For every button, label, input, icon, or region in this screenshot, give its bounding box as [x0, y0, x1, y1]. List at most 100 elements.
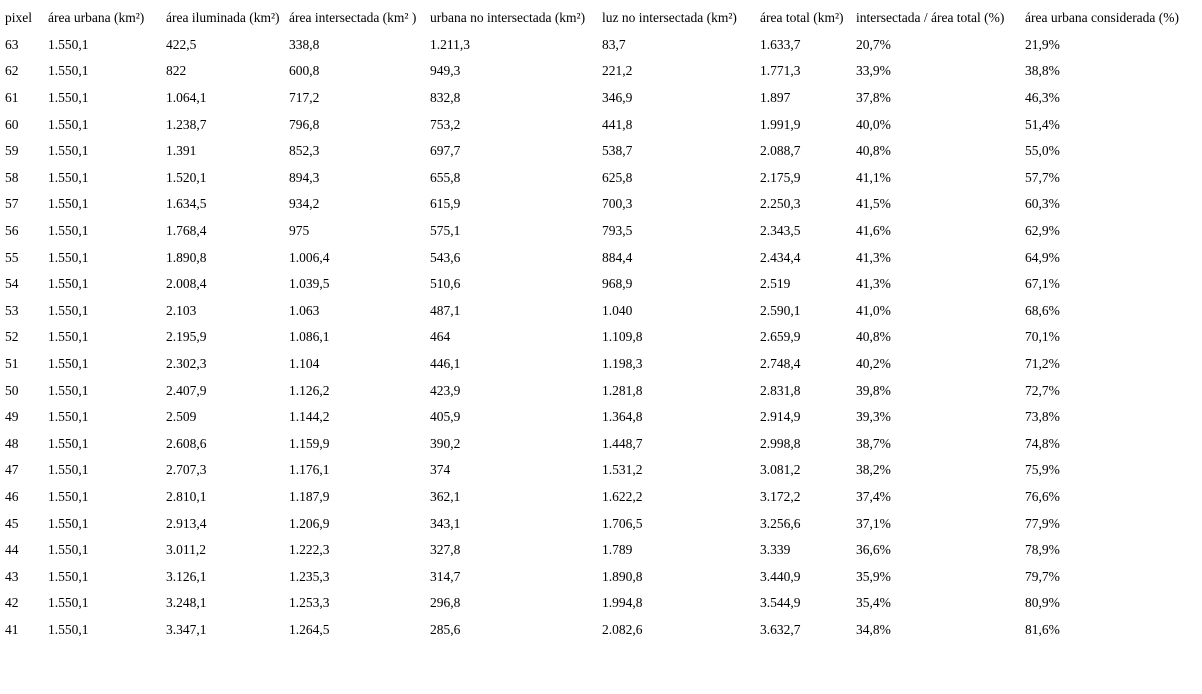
- table-cell: 1.550,1: [48, 382, 89, 398]
- table-cell: 3.339: [760, 542, 791, 558]
- table-cell: 296,8: [430, 595, 461, 611]
- table-cell: 81,6%: [1025, 621, 1060, 637]
- table-cell: 2.302,3: [166, 356, 207, 372]
- table-cell: 41,3%: [856, 249, 891, 265]
- table-cell: 2.590,1: [760, 302, 801, 318]
- table-cell: 36,6%: [856, 542, 891, 558]
- table-cell: 1.550,1: [48, 249, 89, 265]
- table-cell: 2.088,7: [760, 143, 801, 159]
- table-cell: 446,1: [430, 356, 461, 372]
- table-cell: 40,8%: [856, 329, 891, 345]
- table-cell: 487,1: [430, 302, 461, 318]
- table-cell: 68,6%: [1025, 302, 1060, 318]
- table-cell: 968,9: [602, 276, 633, 292]
- table-row: 57 1.550,1 1.634,5 934,2 615,9 700,3 2.250,3 41…: [5, 191, 1202, 218]
- table-cell: 21,9%: [1025, 36, 1060, 52]
- table-cell: 390,2: [430, 435, 461, 451]
- table-cell: 1.550,1: [48, 196, 89, 212]
- table-cell: 55: [5, 249, 19, 265]
- table-cell: 1.550,1: [48, 356, 89, 372]
- table-row: 60 1.550,1 1.238,7 796,8 753,2 441,8 1.991,9 40…: [5, 111, 1202, 138]
- table-cell: 1.550,1: [48, 302, 89, 318]
- table-cell: 2.519: [760, 276, 791, 292]
- table-row: 50 1.550,1 2.407,9 1.126,2 423,9 1.281,8 2.831…: [5, 377, 1202, 404]
- column-header-luz-no-intersectada: luz no intersectada (km²): [602, 10, 737, 26]
- table-cell: 1.448,7: [602, 435, 643, 451]
- table-cell: 1.622,2: [602, 488, 643, 504]
- table-cell: 83,7: [602, 36, 626, 52]
- table-cell: 1.238,7: [166, 116, 207, 132]
- table-row: 43 1.550,1 3.126,1 1.235,3 314,7 1.890,8 3.440…: [5, 563, 1202, 590]
- table-cell: 1.550,1: [48, 36, 89, 52]
- table-cell: 1.550,1: [48, 488, 89, 504]
- table-cell: 41,5%: [856, 196, 891, 212]
- table-row: 61 1.550,1 1.064,1 717,2 832,8 346,9 1.897 37,8…: [5, 85, 1202, 112]
- table-cell: 76,6%: [1025, 488, 1060, 504]
- table-cell: 1.890,8: [602, 568, 643, 584]
- table-cell: 753,2: [430, 116, 461, 132]
- table-cell: 1.086,1: [289, 329, 330, 345]
- table-cell: 60: [5, 116, 19, 132]
- table-cell: 423,9: [430, 382, 461, 398]
- table-row: 63 1.550,1 422,5 338,8 1.211,3 83,7 1.633,7 20,…: [5, 32, 1202, 59]
- table-row: 45 1.550,1 2.913,4 1.206,9 343,1 1.706,5 3.256…: [5, 510, 1202, 537]
- table-cell: 61: [5, 90, 19, 106]
- table-cell: 934,2: [289, 196, 320, 212]
- table-cell: 1.771,3: [760, 63, 801, 79]
- table-cell: 314,7: [430, 568, 461, 584]
- table-row: 46 1.550,1 2.810,1 1.187,9 362,1 1.622,2 3.172…: [5, 484, 1202, 511]
- table-row: 54 1.550,1 2.008,4 1.039,5 510,6 968,9 2.519 41…: [5, 271, 1202, 298]
- table-cell: 34,8%: [856, 621, 891, 637]
- table-row: 55 1.550,1 1.890,8 1.006,4 543,6 884,4 2.434,4…: [5, 244, 1202, 271]
- table-cell: 58: [5, 169, 19, 185]
- table-cell: 1.039,5: [289, 276, 330, 292]
- table-cell: 2.509: [166, 409, 197, 425]
- table-cell: 615,9: [430, 196, 461, 212]
- table-cell: 3.632,7: [760, 621, 801, 637]
- table-cell: 1.198,3: [602, 356, 643, 372]
- table-cell: 625,8: [602, 169, 633, 185]
- table-cell: 3.248,1: [166, 595, 207, 611]
- table-cell: 2.913,4: [166, 515, 207, 531]
- table-cell: 1.235,3: [289, 568, 330, 584]
- table-row: 41 1.550,1 3.347,1 1.264,5 285,6 2.082,6 3.632…: [5, 617, 1202, 644]
- table-cell: 50: [5, 382, 19, 398]
- table-cell: 1.550,1: [48, 329, 89, 345]
- table-cell: 39,8%: [856, 382, 891, 398]
- table-cell: 1.206,9: [289, 515, 330, 531]
- table-cell: 1.064,1: [166, 90, 207, 106]
- table-cell: 72,7%: [1025, 382, 1060, 398]
- table-cell: 405,9: [430, 409, 461, 425]
- table-cell: 51,4%: [1025, 116, 1060, 132]
- table-header-row: pixel área urbana (km²) área iluminada (…: [5, 5, 1202, 32]
- table-cell: 1.550,1: [48, 542, 89, 558]
- table-cell: 327,8: [430, 542, 461, 558]
- table-cell: 697,7: [430, 143, 461, 159]
- table-cell: 1.789: [602, 542, 633, 558]
- table-row: 52 1.550,1 2.195,9 1.086,1 464 1.109,8 2.659,9…: [5, 324, 1202, 351]
- table-cell: 655,8: [430, 169, 461, 185]
- table-cell: 80,9%: [1025, 595, 1060, 611]
- table-row: 51 1.550,1 2.302,3 1.104 446,1 1.198,3 2.748,4…: [5, 351, 1202, 378]
- table-cell: 2.175,9: [760, 169, 801, 185]
- table-cell: 1.768,4: [166, 223, 207, 239]
- table-cell: 41,3%: [856, 276, 891, 292]
- table-cell: 3.172,2: [760, 488, 801, 504]
- table-cell: 41,0%: [856, 302, 891, 318]
- table-cell: 2.608,6: [166, 435, 207, 451]
- table-cell: 1.063: [289, 302, 320, 318]
- table-cell: 346,9: [602, 90, 633, 106]
- table-cell: 510,6: [430, 276, 461, 292]
- table-cell: 49: [5, 409, 19, 425]
- table-cell: 38,7%: [856, 435, 891, 451]
- table-cell: 67,1%: [1025, 276, 1060, 292]
- table-cell: 2.082,6: [602, 621, 643, 637]
- table-cell: 3.126,1: [166, 568, 207, 584]
- table-cell: 2.831,8: [760, 382, 801, 398]
- table-cell: 3.011,2: [166, 542, 206, 558]
- table-cell: 3.081,2: [760, 462, 801, 478]
- table-row: 59 1.550,1 1.391 852,3 697,7 538,7 2.088,7 40,8…: [5, 138, 1202, 165]
- table-cell: 41: [5, 621, 19, 637]
- table-cell: 33,9%: [856, 63, 891, 79]
- table-cell: 40,8%: [856, 143, 891, 159]
